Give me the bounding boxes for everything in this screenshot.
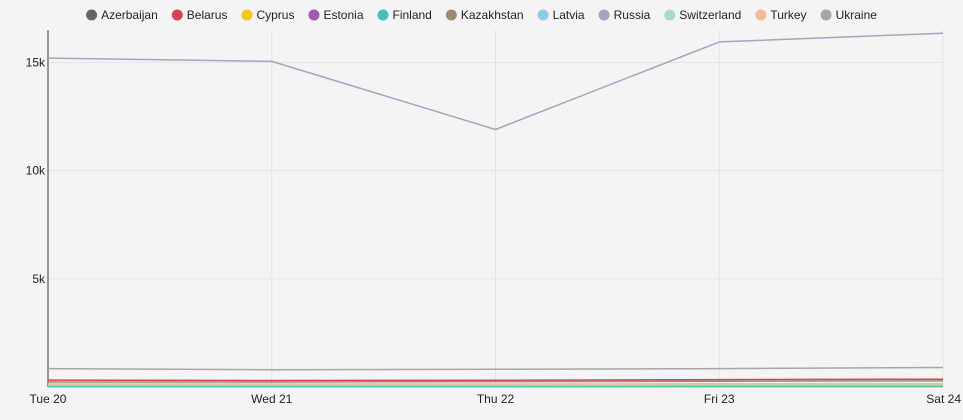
legend-marker	[172, 10, 183, 21]
legend-label: Ukraine	[836, 8, 878, 22]
legend-label: Turkey	[770, 8, 806, 22]
legend-item-russia: Russia	[599, 8, 651, 22]
legend-item-kazakhstan: Kazakhstan	[446, 8, 524, 22]
legend-item-turkey: Turkey	[755, 8, 806, 22]
legend-marker	[821, 10, 832, 21]
legend-marker	[241, 10, 252, 21]
legend-marker	[446, 10, 457, 21]
x-tick-label: Sat 24	[926, 392, 961, 406]
legend-label: Finland	[393, 8, 432, 22]
legend-item-cyprus: Cyprus	[241, 8, 294, 22]
legend-item-ukraine: Ukraine	[821, 8, 878, 22]
legend-label: Estonia	[323, 8, 363, 22]
y-tick-label: 5k	[32, 272, 46, 286]
legend-item-belarus: Belarus	[172, 8, 228, 22]
legend-label: Belarus	[187, 8, 228, 22]
legend-marker	[308, 10, 319, 21]
legend-label: Latvia	[553, 8, 585, 22]
legend-item-finland: Finland	[378, 8, 432, 22]
legend-label: Cyprus	[256, 8, 294, 22]
legend-marker	[86, 10, 97, 21]
legend-marker	[599, 10, 610, 21]
x-tick-label: Fri 23	[704, 392, 735, 406]
axes: 5k 10k 15k Tue 20 Wed 21 Thu 22 Fri 23 Sat 24	[26, 30, 962, 406]
grid	[48, 30, 943, 387]
y-tick-label: 10k	[26, 164, 46, 178]
legend-marker	[538, 10, 549, 21]
legend-marker	[755, 10, 766, 21]
y-tick-label: 15k	[26, 55, 46, 69]
x-tick-label: Thu 22	[477, 392, 515, 406]
legend-marker	[664, 10, 675, 21]
legend-label: Switzerland	[679, 8, 741, 22]
legend-item-switzerland: Switzerland	[664, 8, 741, 22]
legend-label: Russia	[614, 8, 651, 22]
legend-label: Azerbaijan	[101, 8, 158, 22]
legend-label: Kazakhstan	[461, 8, 524, 22]
x-tick-label: Wed 21	[251, 392, 292, 406]
x-tick-label: Tue 20	[30, 392, 67, 406]
legend-item-latvia: Latvia	[538, 8, 585, 22]
legend: Azerbaijan Belarus Cyprus Estonia Finland Kaz…	[86, 8, 877, 22]
legend-item-estonia: Estonia	[308, 8, 363, 22]
legend-item-azerbaijan: Azerbaijan	[86, 8, 158, 22]
legend-marker	[378, 10, 389, 21]
